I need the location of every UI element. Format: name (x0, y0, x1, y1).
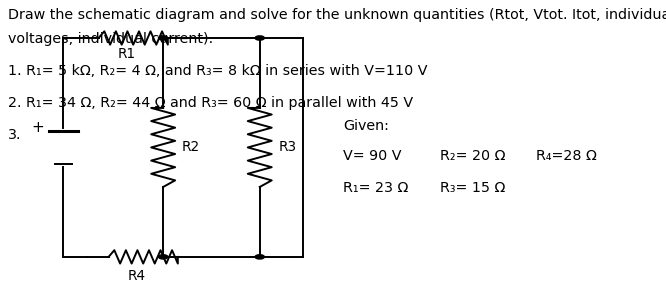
Text: Draw the schematic diagram and solve for the unknown quantities (Rtot, Vtot. Ito: Draw the schematic diagram and solve for… (8, 8, 666, 22)
Text: R2: R2 (182, 140, 200, 154)
Text: +: + (31, 120, 45, 135)
Circle shape (159, 36, 168, 40)
Text: R₃= 15 Ω: R₃= 15 Ω (440, 181, 505, 195)
Text: R₄=28 Ω: R₄=28 Ω (536, 149, 597, 163)
Text: Given:: Given: (343, 119, 389, 133)
Text: R4: R4 (127, 269, 146, 283)
Circle shape (255, 36, 264, 40)
Text: voltages, individual current).: voltages, individual current). (8, 32, 213, 46)
Text: R₂= 20 Ω: R₂= 20 Ω (440, 149, 505, 163)
Text: 2. R₁= 34 Ω, R₂= 44 Ω and R₃= 60 Ω in parallel with 45 V: 2. R₁= 34 Ω, R₂= 44 Ω and R₃= 60 Ω in pa… (8, 96, 413, 110)
Text: R₁= 23 Ω: R₁= 23 Ω (343, 181, 408, 195)
Text: 3.: 3. (8, 128, 21, 142)
Text: 1. R₁= 5 kΩ, R₂= 4 Ω, and R₃= 8 kΩ in series with V=110 V: 1. R₁= 5 kΩ, R₂= 4 Ω, and R₃= 8 kΩ in se… (8, 64, 428, 78)
Text: R1: R1 (117, 47, 136, 61)
Text: R3: R3 (278, 140, 296, 154)
Text: V= 90 V: V= 90 V (343, 149, 402, 163)
Circle shape (159, 255, 168, 259)
Circle shape (255, 255, 264, 259)
